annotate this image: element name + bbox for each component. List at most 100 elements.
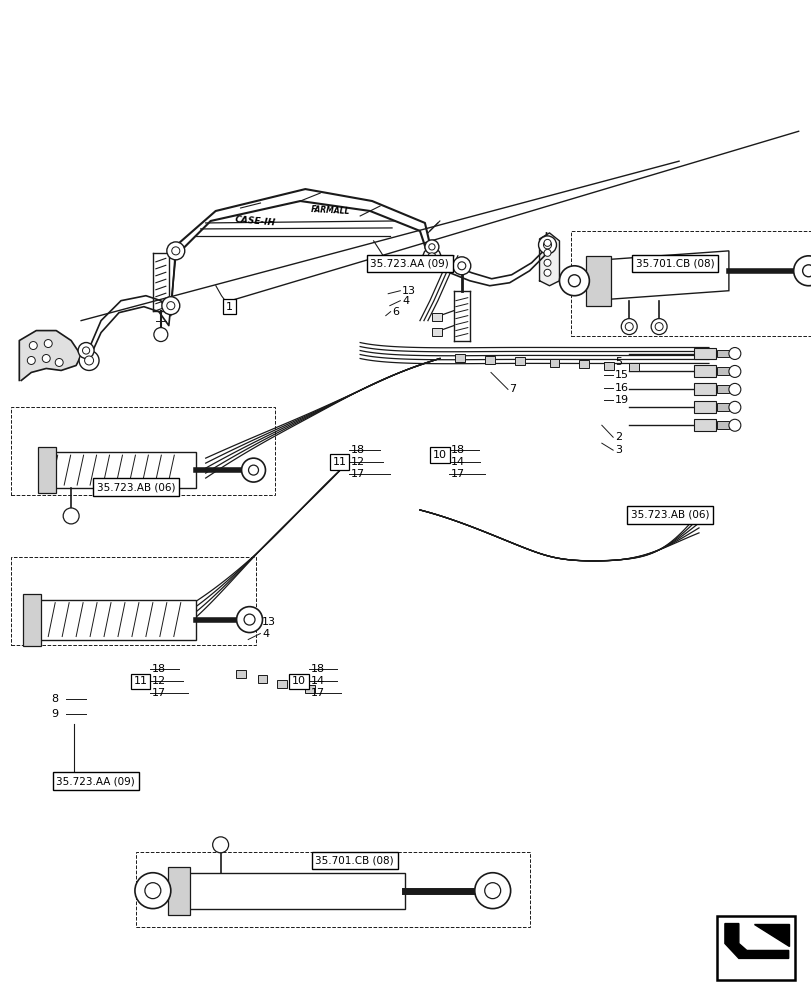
Text: 12: 12 [350,457,365,467]
Text: 19: 19 [614,395,629,405]
Text: 7: 7 [509,384,516,394]
Circle shape [620,319,637,335]
Circle shape [135,873,170,909]
Bar [11,557,255,645]
Circle shape [144,883,161,899]
Circle shape [457,262,466,270]
Circle shape [153,328,168,342]
Circle shape [172,247,179,255]
Polygon shape [19,331,81,380]
Circle shape [42,354,50,362]
Circle shape [543,241,551,249]
Bar [168,867,190,915]
Polygon shape [753,924,787,946]
Circle shape [428,244,435,250]
Circle shape [728,419,740,431]
Text: 11: 11 [134,676,148,686]
Circle shape [453,257,470,275]
Bar [484,356,494,364]
Text: 12: 12 [152,676,165,686]
Polygon shape [724,924,787,958]
Bar [716,367,728,375]
Circle shape [161,297,179,315]
Text: 35.723.AB (06): 35.723.AB (06) [97,482,175,492]
Text: 18: 18 [450,445,464,455]
Circle shape [654,323,663,331]
Circle shape [728,401,740,413]
Circle shape [543,269,551,276]
Circle shape [83,347,89,354]
Circle shape [29,342,37,350]
Bar [693,348,715,359]
Circle shape [728,348,740,359]
Bar [277,680,287,688]
Bar [716,350,728,357]
Circle shape [801,265,811,277]
Circle shape [559,266,589,296]
Bar [26,600,195,640]
Bar [629,363,638,371]
Text: 4: 4 [401,296,409,306]
Text: 35.723.AA (09): 35.723.AA (09) [56,776,135,786]
Text: 2: 2 [614,432,621,442]
Text: 10: 10 [432,450,446,460]
Bar [586,256,611,306]
Text: 5: 5 [614,357,621,367]
Text: 17: 17 [450,469,464,479]
Text: 18: 18 [310,664,324,674]
Bar [693,383,715,395]
Circle shape [728,383,740,395]
Circle shape [79,351,99,370]
Text: 18: 18 [152,664,165,674]
Bar [11,407,275,495]
Bar [257,675,267,683]
Bar [579,360,589,368]
Circle shape [84,356,93,365]
Bar [716,385,728,393]
Circle shape [538,236,556,254]
Circle shape [44,340,52,348]
Circle shape [241,458,265,482]
Text: 9: 9 [51,709,58,719]
Text: 35.701.CB (08): 35.701.CB (08) [315,856,393,866]
Bar [135,852,529,927]
Bar [549,359,559,367]
Bar [235,670,245,678]
Text: FARMALL: FARMALL [310,205,350,217]
Circle shape [63,508,79,524]
Bar [514,357,524,365]
Polygon shape [539,233,559,286]
Bar [716,421,728,429]
Text: 15: 15 [614,370,628,380]
Circle shape [484,883,500,899]
Text: 6: 6 [392,307,399,317]
Circle shape [792,256,811,286]
Text: 35.723.AA (09): 35.723.AA (09) [370,259,448,269]
Circle shape [728,365,740,377]
Text: 16: 16 [614,383,628,393]
Bar [716,403,728,411]
Circle shape [55,358,63,366]
Circle shape [166,302,174,310]
Circle shape [568,275,580,287]
Bar [693,401,715,413]
Circle shape [543,259,551,266]
Text: 1: 1 [225,302,233,312]
Text: 8: 8 [51,694,58,704]
Text: 13: 13 [262,617,276,627]
Text: 35.723.AB (06): 35.723.AB (06) [630,510,709,520]
Text: 13: 13 [401,286,415,296]
Text: 4: 4 [262,629,268,639]
Bar [431,313,441,321]
Text: 14: 14 [450,457,464,467]
Bar [693,365,715,377]
Bar [24,594,41,646]
Text: 10: 10 [292,676,306,686]
Circle shape [166,242,185,260]
Bar [603,362,614,370]
Circle shape [423,248,440,266]
Text: 35.701.CB (08): 35.701.CB (08) [635,259,714,269]
Circle shape [624,323,633,331]
Bar [431,328,441,336]
Circle shape [650,319,667,335]
